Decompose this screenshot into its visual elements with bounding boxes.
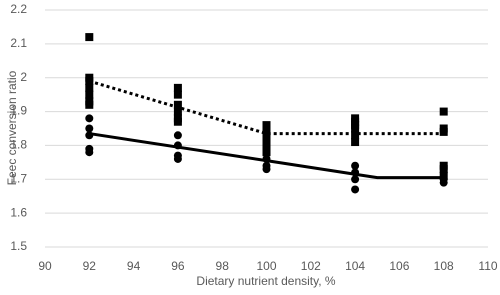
point — [262, 154, 271, 163]
y-tick-label: 1.9 — [10, 104, 27, 118]
point — [85, 131, 94, 140]
y-axis-label: Feec conversion ratio — [5, 70, 19, 185]
x-tick-label: 104 — [345, 259, 365, 273]
x-tick-label: 100 — [256, 259, 276, 273]
point — [173, 117, 182, 126]
point — [85, 77, 94, 86]
point — [351, 185, 360, 194]
fit-line — [88, 79, 444, 136]
point — [351, 175, 360, 184]
point — [173, 107, 182, 116]
y-tick-label: 1.6 — [10, 205, 27, 219]
point — [85, 83, 94, 92]
y-tick-label: 1.5 — [10, 239, 27, 253]
x-tick-label: 94 — [127, 259, 141, 273]
point — [351, 131, 360, 140]
y-tick-label: 2.2 — [10, 2, 27, 16]
point — [262, 134, 271, 143]
point — [173, 100, 182, 109]
point — [262, 127, 271, 136]
point — [173, 90, 182, 99]
point — [85, 90, 94, 99]
point — [262, 165, 271, 174]
point — [85, 114, 94, 123]
point — [85, 100, 94, 109]
x-axis-label: Dietary nutrient density, % — [196, 274, 336, 288]
y-tick-label: 2.1 — [10, 36, 27, 50]
x-tick-label: 108 — [434, 259, 454, 273]
point — [173, 131, 182, 140]
point — [351, 138, 360, 147]
x-tick-label: 92 — [83, 259, 97, 273]
x-tick-label: 96 — [171, 259, 185, 273]
point — [85, 148, 94, 157]
x-tick-label: 98 — [216, 259, 230, 273]
point — [439, 107, 448, 116]
y-tick-label: 1.7 — [10, 171, 27, 185]
y-tick-label: 2 — [20, 70, 27, 84]
point — [439, 165, 448, 174]
point — [351, 124, 360, 133]
x-tick-label: 90 — [38, 259, 52, 273]
point — [351, 161, 360, 170]
point — [262, 141, 271, 150]
point — [85, 124, 94, 133]
point — [173, 83, 182, 92]
x-tick-label: 106 — [389, 259, 409, 273]
point — [173, 141, 182, 150]
point — [85, 33, 94, 42]
point — [262, 148, 271, 157]
y-tick-label: 1.8 — [10, 138, 27, 152]
x-tick-label: 102 — [301, 259, 321, 273]
point — [439, 127, 448, 136]
x-tick-label: 110 — [478, 259, 497, 273]
point — [173, 154, 182, 163]
point — [439, 178, 448, 187]
point — [351, 168, 360, 177]
point — [262, 121, 271, 130]
